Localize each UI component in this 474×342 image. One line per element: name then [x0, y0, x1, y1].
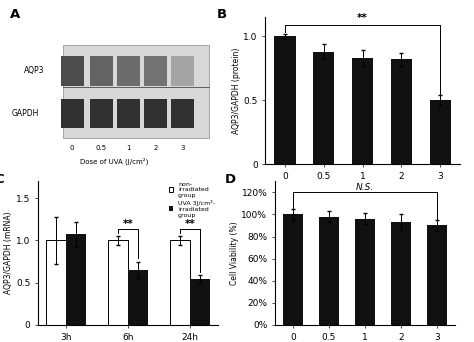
Bar	[171, 99, 194, 128]
Bar	[352, 58, 374, 164]
Y-axis label: Cell Viability (%): Cell Viability (%)	[229, 221, 238, 285]
Text: 0: 0	[70, 145, 74, 151]
Text: AQP3: AQP3	[25, 66, 45, 75]
Text: **: **	[357, 13, 368, 24]
Bar	[391, 59, 412, 164]
Text: 1: 1	[126, 145, 131, 151]
Bar	[190, 279, 210, 325]
Bar	[108, 240, 128, 325]
Text: GAPDH: GAPDH	[11, 109, 39, 118]
Bar	[283, 214, 303, 325]
Text: **: **	[123, 219, 133, 228]
Bar	[90, 56, 113, 86]
Bar	[117, 99, 140, 128]
Bar	[63, 44, 209, 138]
Bar	[66, 235, 86, 325]
Text: D: D	[225, 173, 236, 186]
Bar	[144, 56, 167, 86]
Text: 3: 3	[180, 145, 185, 151]
Bar	[427, 225, 447, 325]
Y-axis label: AQP3/GAPDH (mRNA): AQP3/GAPDH (mRNA)	[4, 212, 13, 294]
Bar	[90, 99, 113, 128]
Y-axis label: AQP3/GAPDH (protein): AQP3/GAPDH (protein)	[232, 48, 241, 134]
Legend: non-
irradiated
group, UVA 3J/cm²-
irradiated
group: non- irradiated group, UVA 3J/cm²- irrad…	[169, 182, 215, 218]
Bar	[144, 99, 167, 128]
Text: **: **	[185, 219, 195, 228]
Bar	[355, 219, 375, 325]
Bar	[391, 222, 411, 325]
Bar	[429, 100, 451, 164]
Bar	[313, 52, 335, 164]
Text: 0.5: 0.5	[96, 145, 107, 151]
Bar	[170, 240, 190, 325]
Bar	[46, 240, 66, 325]
Bar	[171, 56, 194, 86]
Bar	[319, 216, 339, 325]
Bar	[61, 56, 83, 86]
Text: B: B	[217, 8, 227, 21]
Text: Dose of UVA (J/cm²): Dose of UVA (J/cm²)	[80, 157, 148, 165]
Text: A: A	[9, 9, 20, 22]
Bar	[117, 56, 140, 86]
X-axis label: Dose of UVA (J/cm²): Dose of UVA (J/cm²)	[325, 184, 400, 193]
Text: C: C	[0, 173, 4, 186]
Bar	[128, 270, 148, 325]
Bar	[61, 99, 83, 128]
Text: 2: 2	[153, 145, 158, 151]
Bar	[274, 36, 296, 164]
Text: N.S.: N.S.	[356, 183, 374, 192]
